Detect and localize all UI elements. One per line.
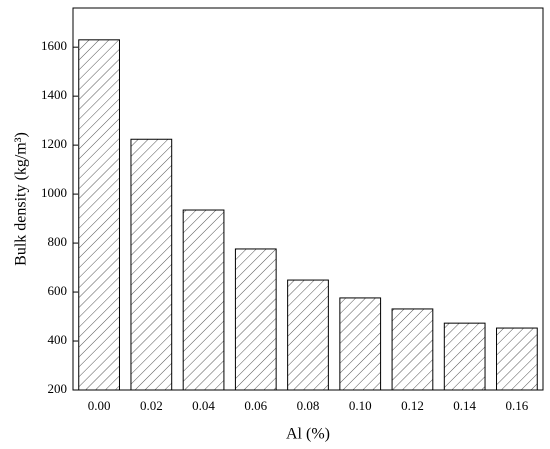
bar bbox=[443, 322, 486, 391]
y-tick-label: 1000 bbox=[41, 185, 67, 200]
bar bbox=[339, 297, 382, 391]
x-axis-title: Al (%) bbox=[286, 426, 330, 443]
x-tick-label: 0.00 bbox=[88, 398, 111, 413]
x-tick-label: 0.10 bbox=[349, 398, 372, 413]
bar bbox=[391, 308, 434, 391]
y-tick-label: 1200 bbox=[41, 136, 67, 151]
x-tick-label: 0.16 bbox=[506, 398, 529, 413]
y-tick-label: 800 bbox=[48, 234, 68, 249]
x-tick-label: 0.14 bbox=[453, 398, 476, 413]
x-tick-label: 0.08 bbox=[297, 398, 320, 413]
y-tick-label: 1400 bbox=[41, 87, 67, 102]
bar bbox=[78, 39, 120, 391]
y-axis-title: Bulk density (kg/m³) bbox=[13, 132, 30, 266]
x-tick-label: 0.02 bbox=[140, 398, 163, 413]
bar bbox=[496, 327, 538, 391]
y-tick-label: 600 bbox=[48, 283, 68, 298]
bar bbox=[182, 209, 225, 391]
bar bbox=[287, 279, 329, 391]
bar bbox=[234, 248, 277, 391]
x-tick-label: 0.06 bbox=[244, 398, 267, 413]
y-tick-label: 1600 bbox=[41, 38, 67, 53]
x-tick-label: 0.04 bbox=[192, 398, 215, 413]
plot-frame bbox=[72, 7, 544, 391]
bar bbox=[130, 138, 173, 391]
y-tick-label: 400 bbox=[48, 332, 68, 347]
y-tick-label: 200 bbox=[48, 381, 68, 396]
x-tick-label: 0.12 bbox=[401, 398, 424, 413]
